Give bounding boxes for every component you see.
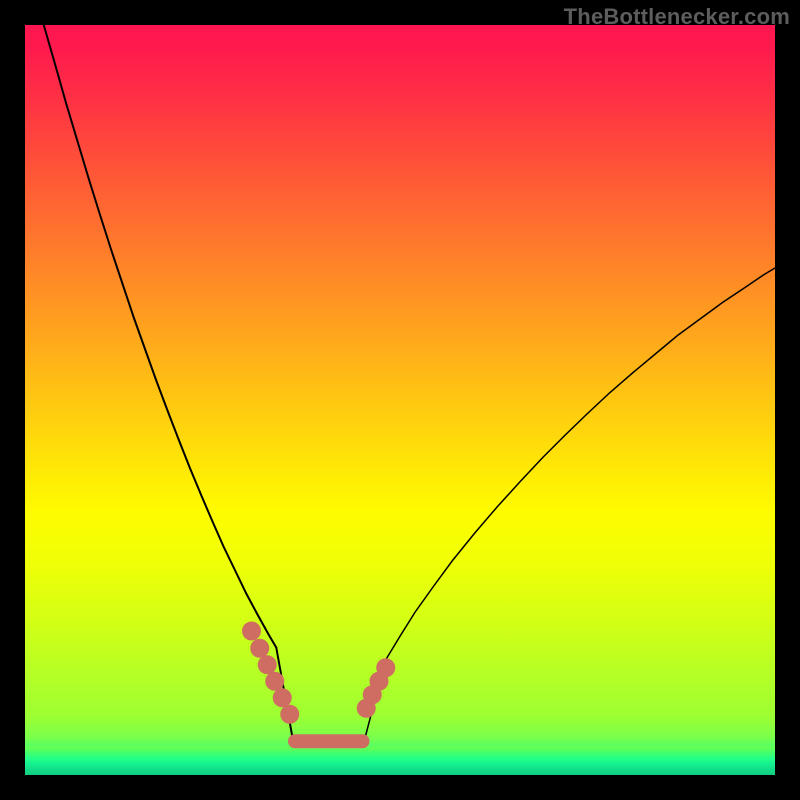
marker-left-4 [273, 689, 291, 707]
marker-left-5 [281, 705, 299, 723]
plot-area [25, 25, 775, 775]
chart-svg [25, 25, 775, 775]
marker-left-3 [266, 672, 284, 690]
watermark-text: TheBottlenecker.com [564, 4, 790, 30]
marker-left-0 [243, 622, 261, 640]
green-band [25, 747, 775, 776]
marker-left-2 [258, 656, 276, 674]
marker-left-1 [251, 639, 269, 657]
gradient-background [25, 25, 775, 775]
marker-right-3 [377, 659, 395, 677]
chart-frame: TheBottlenecker.com [0, 0, 800, 800]
